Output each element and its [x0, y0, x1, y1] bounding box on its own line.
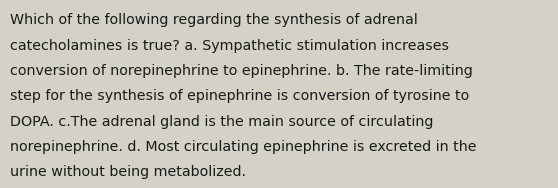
Text: catecholamines is true? a. Sympathetic stimulation increases: catecholamines is true? a. Sympathetic s…: [10, 39, 449, 52]
Text: urine without being metabolized.: urine without being metabolized.: [10, 165, 246, 179]
Text: step for the synthesis of epinephrine is conversion of tyrosine to: step for the synthesis of epinephrine is…: [10, 89, 469, 103]
Text: conversion of norepinephrine to epinephrine. b. The rate-limiting: conversion of norepinephrine to epinephr…: [10, 64, 473, 78]
Text: DOPA. c.⁠The adrenal gland is the main source of circulating: DOPA. c.⁠The adrenal gland is the main s…: [10, 115, 434, 129]
Text: Which of the following regarding the synthesis of adrenal: Which of the following regarding the syn…: [10, 13, 418, 27]
Text: norepinephrine. d. Most circulating epinephrine is excreted in the: norepinephrine. d. Most circulating epin…: [10, 140, 477, 154]
